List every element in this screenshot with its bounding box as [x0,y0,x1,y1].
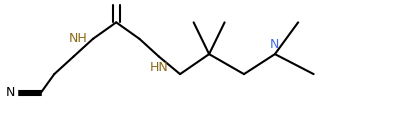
Text: N: N [270,38,280,51]
Text: O: O [111,0,121,2]
Text: NH: NH [68,32,87,45]
Text: HN: HN [149,61,168,74]
Text: N: N [6,86,15,99]
